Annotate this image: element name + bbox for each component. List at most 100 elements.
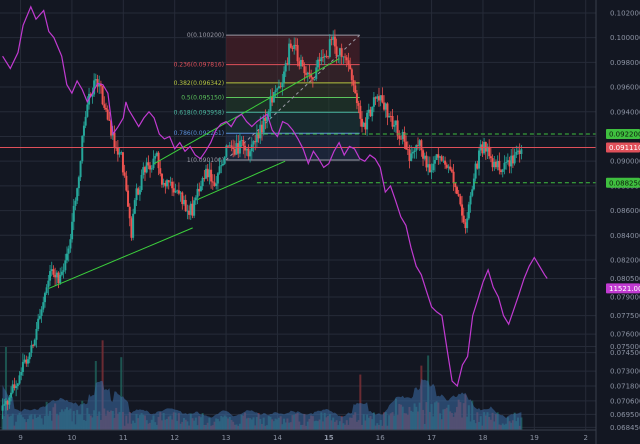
candle-body (367, 109, 370, 113)
candle-body (245, 148, 248, 151)
candle-body (160, 173, 163, 185)
candle-body (277, 86, 280, 89)
candle-body (182, 199, 185, 205)
candle-body (86, 104, 89, 117)
candle-body (501, 169, 504, 172)
candle-body (500, 170, 503, 172)
trendline[interactable] (153, 58, 340, 165)
candle-body (262, 117, 265, 133)
candle-body (361, 118, 364, 127)
candle-body (15, 386, 18, 389)
candle-body (425, 155, 428, 168)
candle-body (406, 149, 409, 151)
candle-body (520, 149, 523, 154)
candle-body (43, 293, 46, 303)
candle-body (347, 60, 350, 66)
candle-body (8, 397, 11, 405)
candle-body (132, 213, 135, 238)
horizontal-levels[interactable] (0, 133, 596, 184)
price-tag-label: 0.092200 (609, 131, 640, 139)
x-tick-label: 13 (222, 434, 231, 442)
candle-body (57, 272, 60, 284)
candle-body (16, 383, 19, 387)
candle-body (294, 44, 297, 46)
candle-body (143, 167, 146, 173)
candle-body (118, 152, 121, 155)
candle-body (101, 86, 104, 105)
candle-body (216, 173, 219, 184)
candle-body (186, 210, 189, 212)
candle-body (335, 46, 338, 57)
x-tick-label: 10 (67, 434, 76, 442)
candle-body (486, 146, 489, 152)
x-tick-label: 12 (170, 434, 179, 442)
volume-area (2, 378, 522, 430)
candle-body (254, 141, 257, 143)
candle-body (488, 146, 491, 157)
candle-body (484, 141, 487, 152)
candle-body (281, 82, 284, 88)
candle-body (223, 156, 226, 164)
candle-body (59, 274, 62, 284)
candle-body (145, 162, 148, 173)
price-tag-label: 0.088250 (609, 179, 640, 187)
candle-body (159, 168, 162, 174)
candle-body (162, 182, 165, 185)
candle-body (357, 103, 360, 106)
candle-body (400, 138, 403, 140)
candle-body (506, 160, 509, 162)
price-tag-bg (606, 283, 640, 294)
candle-body (35, 328, 38, 340)
candle-body (316, 59, 319, 68)
fib-level-label: 0.382(0.096342) (174, 80, 225, 87)
candle-body (98, 83, 101, 87)
candle-body (274, 90, 277, 93)
candle-body (301, 59, 304, 67)
candle-body (211, 181, 214, 183)
candle-body (505, 161, 508, 163)
trendline[interactable] (48, 227, 193, 289)
candle-body (227, 145, 230, 147)
candle-body (252, 141, 255, 145)
candlestick-series (1, 29, 523, 419)
fibonacci-retracement[interactable]: 0(0.100200) 0.236(0.097816) 0.382(0.096342… (174, 32, 360, 164)
candle-body (340, 48, 343, 57)
candle-body (120, 152, 123, 154)
candle-body (299, 59, 302, 67)
oscillator-line (2, 5, 548, 388)
candle-body (478, 150, 481, 169)
candle-body (242, 139, 245, 146)
candle-body (198, 188, 201, 192)
candle-body (272, 92, 275, 103)
candle-body (128, 206, 131, 219)
candle-body (225, 145, 228, 157)
candle-body (386, 103, 389, 118)
candle-body (333, 36, 336, 47)
candle-body (338, 48, 341, 56)
x-tick-label: 17 (427, 434, 436, 442)
candle-body (435, 154, 438, 161)
trendlines[interactable] (48, 58, 340, 289)
candle-body (503, 162, 506, 170)
candle-body (220, 165, 223, 167)
candle-body (201, 178, 204, 187)
candle-body (45, 287, 48, 294)
candle-body (461, 204, 464, 216)
candle-body (315, 67, 318, 79)
fib-zone (226, 97, 360, 113)
candle-body (27, 359, 30, 364)
candle-body (320, 57, 323, 62)
candle-body (154, 155, 157, 159)
candle-body (113, 132, 116, 148)
x-tick-label: 9 (18, 434, 22, 442)
candle-body (13, 384, 16, 389)
trendline[interactable] (197, 160, 286, 200)
